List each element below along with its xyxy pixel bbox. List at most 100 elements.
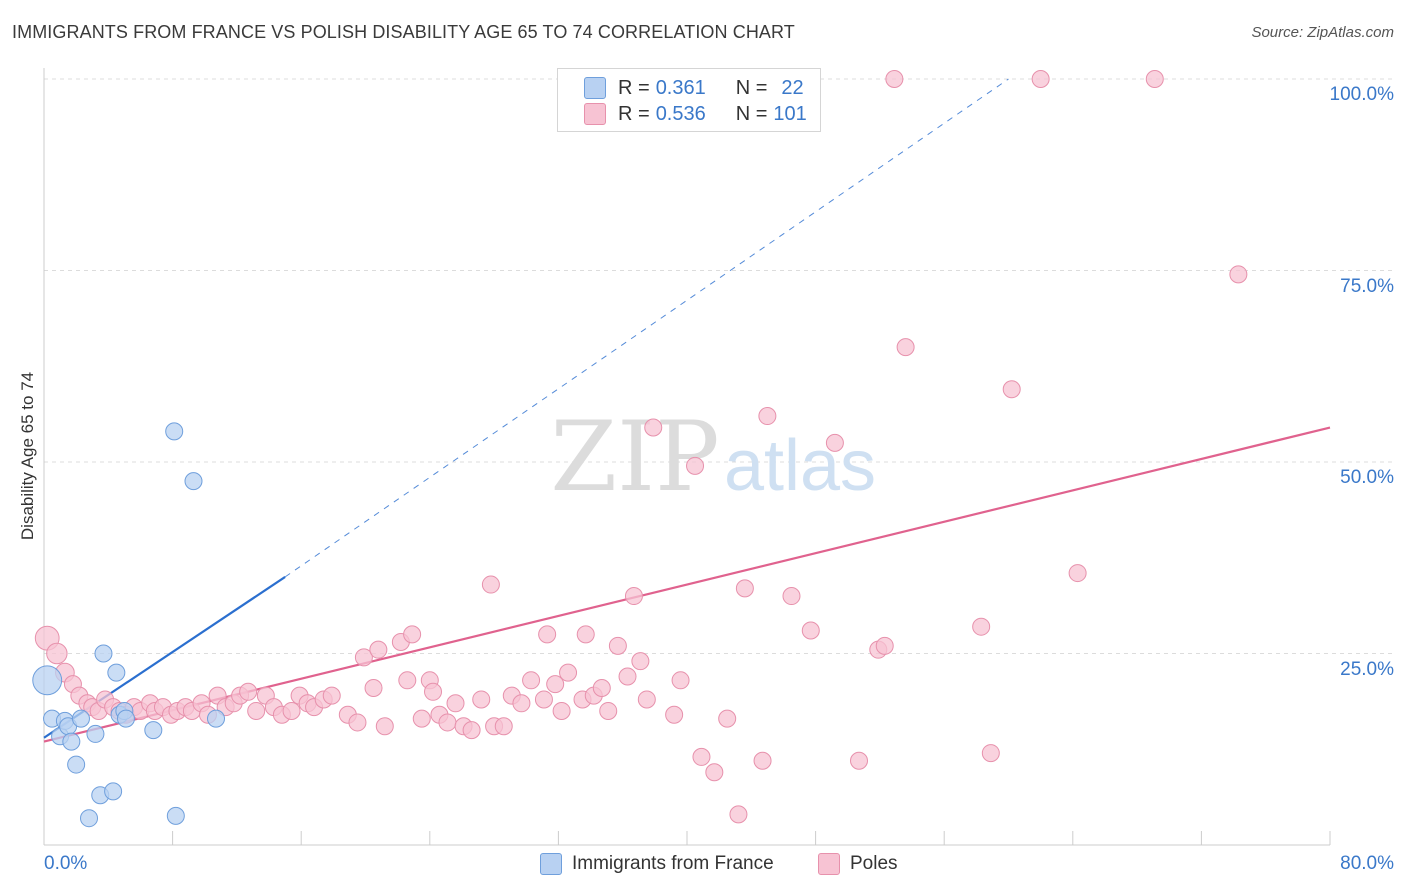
stats-row-poles: R = 0.536 N = 101 [584,101,807,127]
legend-swatch-blue [540,853,562,875]
data-point-poles [364,678,383,697]
data-point-poles [692,747,711,766]
data-point-poles [624,587,643,606]
data-point-poles [758,407,777,426]
legend-swatch-pink [584,103,606,125]
data-point-poles [801,621,820,640]
data-point-poles [576,625,595,644]
data-point-france [144,721,163,740]
x-tick-label-max: 80.0% [1340,853,1394,874]
data-point-france [104,782,123,801]
data-point-france [94,644,113,663]
data-point-poles [885,70,904,88]
legend-swatch-pink [818,853,840,875]
y-axis-label: Disability Age 65 to 74 [18,371,37,541]
data-point-poles [538,625,557,644]
data-point-poles [592,678,611,697]
grid-lines [44,78,1392,654]
data-point-poles [247,701,266,720]
trend-line-france-extension [284,78,1009,578]
data-point-poles [559,663,578,682]
data-point-poles [782,587,801,606]
data-point-poles [705,763,724,782]
data-point-france [71,709,90,728]
data-point-poles [481,575,500,594]
data-point-france [86,724,105,743]
data-point-poles [438,713,457,732]
x-tick-label-min: 0.0% [44,853,88,874]
r-label: R = [618,102,650,125]
data-point-poles [1068,564,1087,583]
data-point-poles [686,456,705,475]
data-point-poles [981,744,1000,763]
r-label: R = [618,76,650,99]
legend-label-poles: Poles [850,853,898,874]
data-point-poles [282,701,301,720]
n-value: 101 [773,102,807,125]
legend-item-poles[interactable]: Poles [818,852,898,876]
r-value: 0.536 [655,102,706,125]
data-point-poles [896,338,915,357]
data-point-poles [462,721,481,740]
y-tick-label: 75.0% [1340,275,1394,297]
data-point-poles [375,717,394,736]
data-point-poles [753,751,772,770]
data-point-france [184,472,203,491]
data-point-poles [403,625,422,644]
watermark-zip: ZIP [550,401,719,513]
y-tick-label: 100.0% [1329,84,1394,105]
data-point-poles [665,705,684,724]
y-tick-label: 50.0% [1340,467,1394,488]
data-point-poles [494,717,513,736]
watermark: ZIP atlas [550,401,876,513]
data-point-poles [522,671,541,690]
data-point-france [207,709,226,728]
data-point-france [166,806,185,825]
watermark-atlas: atlas [724,426,876,506]
data-point-poles [1002,380,1021,399]
data-point-poles [599,701,618,720]
data-point-poles [1229,265,1248,284]
source-label: Source: ZipAtlas.com [1251,24,1394,41]
data-point-poles [671,671,690,690]
data-point-poles [446,694,465,713]
data-point-poles [348,713,367,732]
data-point-poles [644,418,663,437]
r-value: 0.361 [655,76,706,99]
data-point-poles [534,690,553,709]
data-point-poles [729,805,748,824]
data-point-poles [546,675,565,694]
data-point-poles [552,701,571,720]
data-point-poles [631,652,650,671]
data-point-poles [369,640,388,659]
legend-item-france[interactable]: Immigrants from France [540,852,774,876]
data-point-france [67,755,86,774]
data-point-poles [972,617,991,636]
stats-legend: R = 0.361 N = 22 R = 0.536 N = 101 [557,68,821,132]
data-point-france [116,709,135,728]
data-point-poles [239,682,258,701]
n-label: N = [735,102,768,125]
n-value: 22 [781,76,804,99]
data-point-poles [825,433,844,452]
trend-line-poles [43,426,1331,743]
data-point-france [62,732,81,751]
data-point-poles [398,671,417,690]
data-point-poles [322,686,341,705]
data-point-france [32,665,63,696]
data-point-poles [850,751,869,770]
data-point-poles [1145,70,1164,88]
data-point-france [107,663,126,682]
data-point-poles [512,694,531,713]
chart-title: IMMIGRANTS FROM FRANCE VS POLISH DISABIL… [12,22,795,42]
data-point-poles [608,636,627,655]
data-point-poles [1031,70,1050,88]
data-point-poles [618,667,637,686]
data-point-poles [354,648,373,667]
n-label: N = [735,76,768,99]
data-point-poles [424,682,443,701]
data-point-france [80,809,99,828]
data-point-poles [472,690,491,709]
data-point-poles [875,636,894,655]
legend-label-france: Immigrants from France [572,853,774,874]
